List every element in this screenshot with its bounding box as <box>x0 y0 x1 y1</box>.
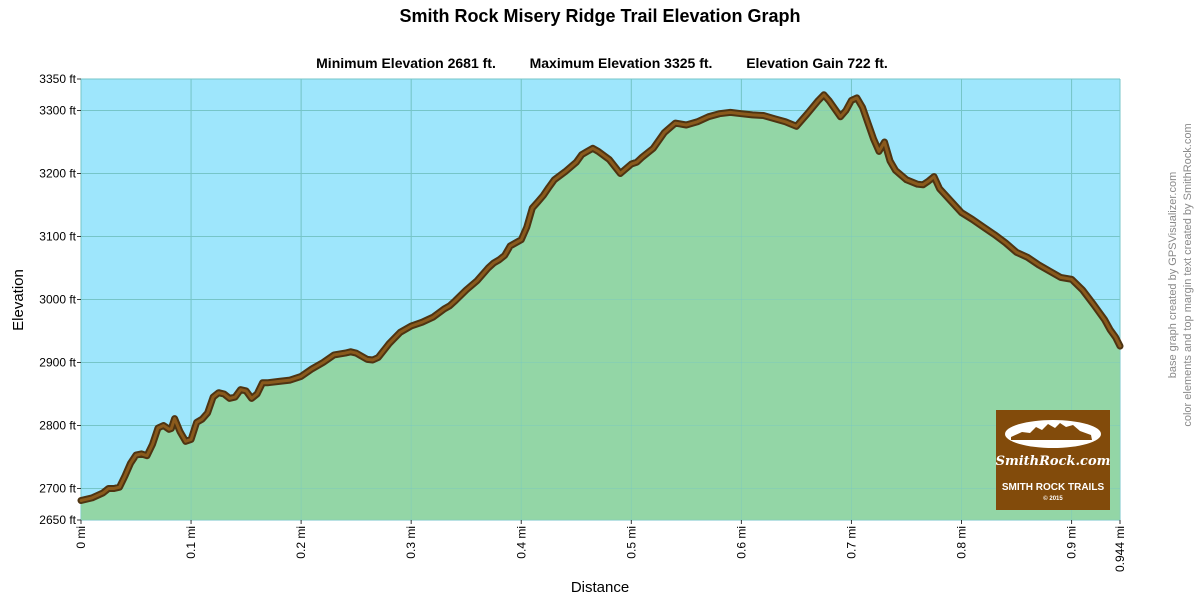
x-axis-ticks: 0 mi 0.1 mi 0.2 mi 0.3 mi 0.4 mi 0.5 mi 0.6 mi… <box>74 520 1127 572</box>
smithrock-logo: SmithRock.com SMITH ROCK TRAILS © 2015 <box>996 410 1111 510</box>
credit-line-2: color elements and top margin text creat… <box>1182 123 1194 426</box>
chart-title: Smith Rock Misery Ridge Trail Elevation … <box>399 6 800 26</box>
logo-tagline: SMITH ROCK TRAILS <box>1002 482 1105 493</box>
x-axis-label: Distance <box>571 579 629 596</box>
grid-lines-overlay <box>80 78 1121 521</box>
y-axis-ticks: 2650 ft 2700 ft 2800 ft 2900 ft 3000 ft 3100 … <box>39 72 81 527</box>
y-tick-label: 3200 ft <box>39 167 76 181</box>
y-tick-label: 2650 ft <box>39 513 76 527</box>
x-tick-label: 0.3 mi <box>404 526 418 559</box>
x-tick-label: 0 mi <box>74 526 88 549</box>
x-tick-label: 0.944 mi <box>1113 526 1127 572</box>
elevation-line <box>79 93 1122 502</box>
y-axis-label: Elevation <box>10 269 27 331</box>
y-tick-label: 3000 ft <box>39 293 76 307</box>
min-elevation-label: Minimum Elevation 2681 ft. <box>316 55 496 71</box>
elevation-area <box>81 94 1120 521</box>
x-tick-label: 0.4 mi <box>514 526 528 559</box>
x-tick-label: 0.9 mi <box>1065 526 1079 559</box>
y-tick-label: 3350 ft <box>39 72 76 86</box>
elevation-gain-label: Elevation Gain 722 ft. <box>746 55 888 71</box>
max-elevation-label: Maximum Elevation 3325 ft. <box>530 55 713 71</box>
y-tick-label: 2700 ft <box>39 482 76 496</box>
x-tick-label: 0.7 mi <box>844 526 858 559</box>
y-tick-label: 2900 ft <box>39 356 76 370</box>
x-tick-label: 0.2 mi <box>294 526 308 559</box>
mountain-icon <box>1011 423 1092 440</box>
x-tick-label: 0.5 mi <box>624 526 638 559</box>
y-tick-label: 3300 ft <box>39 104 76 118</box>
y-tick-label: 2800 ft <box>39 419 76 433</box>
y-tick-label: 3100 ft <box>39 230 76 244</box>
credit-line-1: base graph created by GPSVisualizer.com <box>1167 172 1179 378</box>
x-tick-label: 0.6 mi <box>734 526 748 559</box>
logo-copyright: © 2015 <box>1043 495 1063 502</box>
x-tick-label: 0.1 mi <box>184 526 198 559</box>
logo-brand: SmithRock.com <box>996 454 1111 469</box>
x-tick-label: 0.8 mi <box>955 526 969 559</box>
